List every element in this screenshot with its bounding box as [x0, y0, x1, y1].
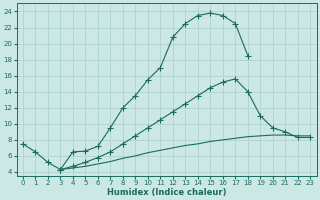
X-axis label: Humidex (Indice chaleur): Humidex (Indice chaleur) [107, 188, 226, 197]
